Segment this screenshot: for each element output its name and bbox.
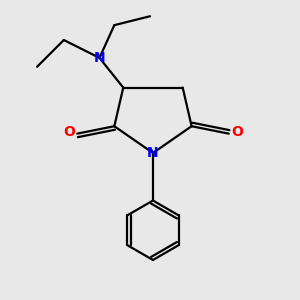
Text: O: O (63, 125, 75, 139)
Text: N: N (94, 51, 105, 65)
Text: N: N (147, 146, 159, 160)
Text: O: O (231, 125, 243, 139)
